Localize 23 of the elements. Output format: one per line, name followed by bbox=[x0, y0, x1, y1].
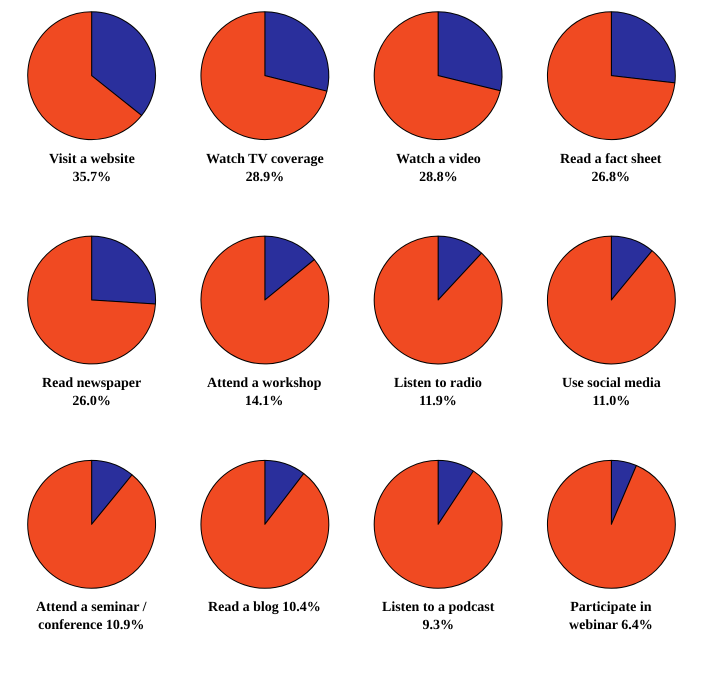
text: Read a fact sheet 26.8% bbox=[560, 152, 662, 186]
text: Attend a seminar / conference 10.9% bbox=[36, 600, 148, 634]
pie-slice bbox=[546, 11, 676, 140]
pie-slice bbox=[200, 460, 330, 589]
pie-slice bbox=[200, 11, 328, 140]
text: Listen to radio 11.9% bbox=[394, 376, 482, 410]
text: Watch TV coverage 28.9% bbox=[206, 152, 324, 186]
text: Read newspaper 26.0% bbox=[42, 376, 142, 410]
text: Participate in webinar 6.4% bbox=[569, 600, 653, 634]
text: Watch a video 28.8% bbox=[396, 152, 481, 186]
text: Attend a workshop 14.1% bbox=[207, 376, 322, 410]
text: Listen to a podcast 9.3% bbox=[382, 600, 495, 634]
pie-slice bbox=[27, 236, 156, 364]
pie-slice bbox=[546, 460, 676, 589]
pie-slice bbox=[27, 460, 156, 589]
pie-slice bbox=[374, 236, 502, 364]
pie-slice bbox=[374, 11, 501, 140]
text: Read a blog 10.4% bbox=[208, 600, 321, 615]
text: Use social media 11.0% bbox=[562, 376, 661, 410]
text: Visit a website 35.7% bbox=[49, 152, 135, 186]
pie-slice bbox=[200, 236, 330, 364]
pie-slice bbox=[374, 460, 502, 589]
pie-slice bbox=[547, 236, 676, 364]
